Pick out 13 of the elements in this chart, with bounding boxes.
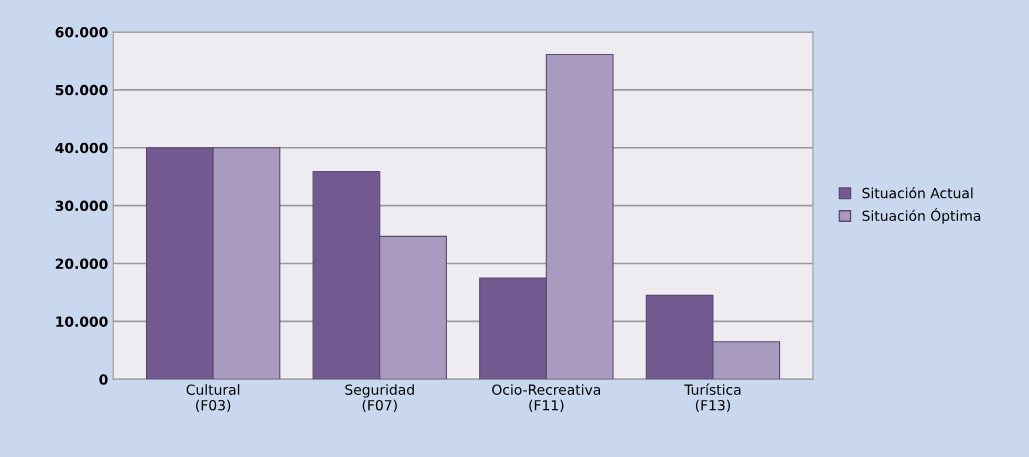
legend-label: Situación Actual bbox=[862, 187, 973, 199]
legend-label: Situación Óptima bbox=[862, 207, 981, 224]
y-tick-label: 50.000 bbox=[55, 84, 108, 96]
y-tick-label: 60.000 bbox=[55, 26, 108, 38]
y-tick-label: 20.000 bbox=[55, 258, 108, 270]
x-tick-label: Turística (F13) bbox=[684, 383, 741, 413]
y-tick-label: 0 bbox=[99, 374, 108, 385]
x-tick-label: Cultural (F03) bbox=[186, 384, 240, 413]
y-tick-label: 10.000 bbox=[56, 316, 108, 327]
x-tick-label: Ocio-Recreativa (F11) bbox=[492, 384, 601, 413]
y-tick-label: 40.000 bbox=[55, 142, 108, 154]
y-tick-label: 30.000 bbox=[55, 200, 108, 212]
x-tick-label: Seguridad (F07) bbox=[345, 384, 414, 413]
